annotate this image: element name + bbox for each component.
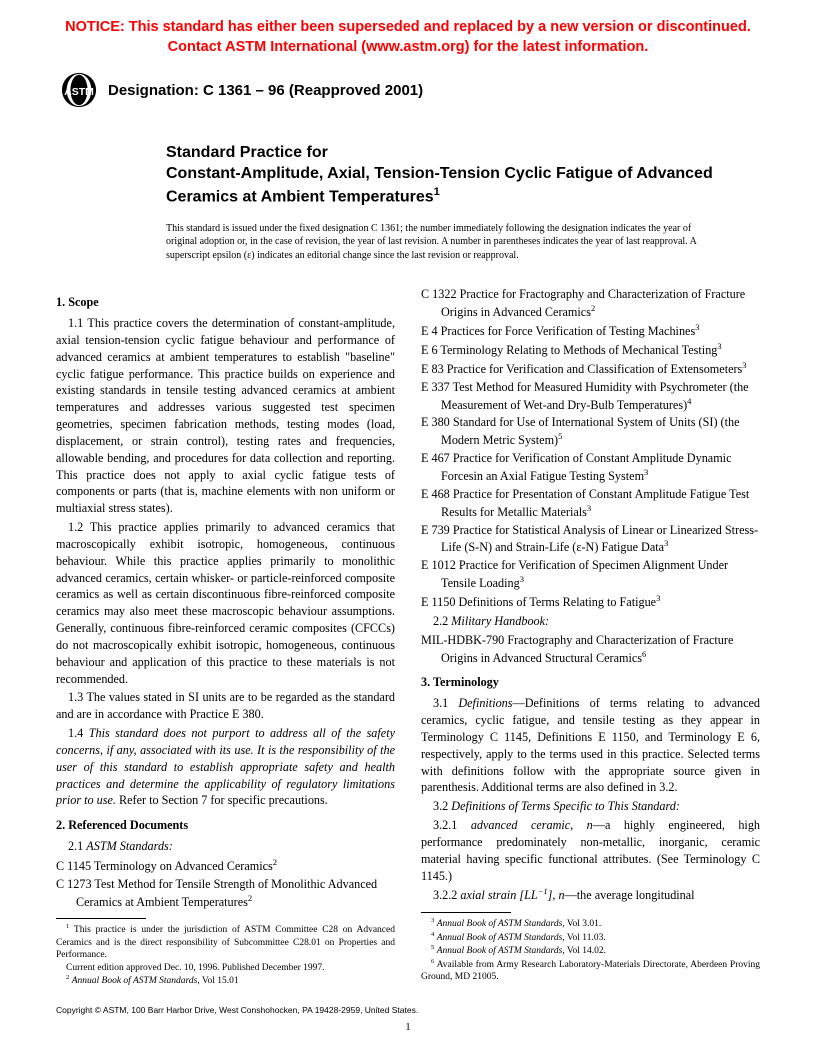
- title-sup: 1: [434, 186, 440, 198]
- ref-e467: E 467 Practice for Verification of Const…: [421, 450, 760, 485]
- footnote-5: 5 Annual Book of ASTM Standards, Vol 14.…: [421, 944, 760, 958]
- section-1-head: 1. Scope: [56, 294, 395, 311]
- ref-mil: MIL-HDBK-790 Fractography and Characteri…: [421, 632, 760, 667]
- document-title: Standard Practice for Constant-Amplitude…: [166, 143, 720, 208]
- left-column: 1. Scope 1.1 This practice covers the de…: [56, 286, 395, 987]
- para-1-3: 1.3 The values stated in SI units are to…: [56, 689, 395, 723]
- ref-e337: E 337 Test Method for Measured Humidity …: [421, 379, 760, 414]
- ref-e4: E 4 Practices for Force Verification of …: [421, 322, 760, 340]
- para-1-1: 1.1 This practice covers the determinati…: [56, 315, 395, 517]
- ref-e380: E 380 Standard for Use of International …: [421, 414, 760, 449]
- svg-text:ASTM: ASTM: [64, 87, 94, 98]
- para-3-2: 3.2 Definitions of Terms Specific to Thi…: [421, 798, 760, 815]
- ref-e83: E 83 Practice for Verification and Class…: [421, 360, 760, 378]
- ref-e1150: E 1150 Definitions of Terms Relating to …: [421, 593, 760, 611]
- ref-c1145: C 1145 Terminology on Advanced Ceramics2: [56, 857, 395, 875]
- ref-c1322: C 1322 Practice for Fractography and Cha…: [421, 286, 760, 321]
- designation-row: ASTM Designation: C 1361 – 96 (Reapprove…: [60, 71, 760, 109]
- right-column: C 1322 Practice for Fractography and Cha…: [421, 286, 760, 987]
- para-1-4: 1.4 This standard does not purport to ad…: [56, 725, 395, 809]
- para-3-1: 3.1 Definitions—Definitions of terms rel…: [421, 695, 760, 796]
- page-number: 1: [56, 1021, 760, 1033]
- ref-e6: E 6 Terminology Relating to Methods of M…: [421, 341, 760, 359]
- footnote-1: 1 This practice is under the jurisdictio…: [56, 923, 395, 961]
- ref-c1273: C 1273 Test Method for Tensile Strength …: [56, 876, 395, 911]
- ref-e1012: E 1012 Practice for Verification of Spec…: [421, 557, 760, 592]
- footnote-6: 6 Available from Army Research Laborator…: [421, 958, 760, 984]
- ref-e468: E 468 Practice for Presentation of Const…: [421, 486, 760, 521]
- copyright-line: Copyright © ASTM, 100 Barr Harbor Drive,…: [56, 1005, 760, 1015]
- designation-text: Designation: C 1361 – 96 (Reapproved 200…: [108, 82, 423, 99]
- section-3-head: 3. Terminology: [421, 674, 760, 691]
- astm-logo-icon: ASTM: [60, 71, 98, 109]
- para-3-2-1: 3.2.1 advanced ceramic, n—a highly engin…: [421, 817, 760, 884]
- footnote-4: 4 Annual Book of ASTM Standards, Vol 11.…: [421, 931, 760, 945]
- issuance-note: This standard is issued under the fixed …: [166, 222, 720, 263]
- footnote-rule-right: [421, 912, 511, 913]
- astm-standards-head: 2.1 ASTM Standards:: [56, 838, 395, 855]
- ref-e739: E 739 Practice for Statistical Analysis …: [421, 522, 760, 557]
- title-block: Standard Practice for Constant-Amplitude…: [166, 143, 720, 208]
- footnote-2: 2 Annual Book of ASTM Standards, Vol 15.…: [56, 974, 395, 988]
- footnote-1b: Current edition approved Dec. 10, 1996. …: [56, 962, 395, 974]
- page: NOTICE: This standard has either been su…: [0, 0, 816, 1056]
- notice-line2: Contact ASTM International (www.astm.org…: [168, 39, 649, 55]
- para-3-2-2: 3.2.2 axial strain [LL−1], n—the average…: [421, 886, 760, 904]
- para-1-2: 1.2 This practice applies primarily to a…: [56, 519, 395, 687]
- section-2-head: 2. Referenced Documents: [56, 817, 395, 834]
- military-handbook-head: 2.2 Military Handbook:: [421, 613, 760, 630]
- notice-line1: NOTICE: This standard has either been su…: [65, 19, 751, 35]
- footnote-3: 3 Annual Book of ASTM Standards, Vol 3.0…: [421, 917, 760, 931]
- notice-banner: NOTICE: This standard has either been su…: [56, 18, 760, 57]
- body-columns: 1. Scope 1.1 This practice covers the de…: [56, 286, 760, 987]
- footnote-rule-left: [56, 918, 146, 919]
- para-1-4a: 1.4: [68, 726, 89, 740]
- title-line1: Standard Practice for: [166, 144, 328, 161]
- para-1-4c: Refer to Section 7 for specific precauti…: [116, 793, 328, 807]
